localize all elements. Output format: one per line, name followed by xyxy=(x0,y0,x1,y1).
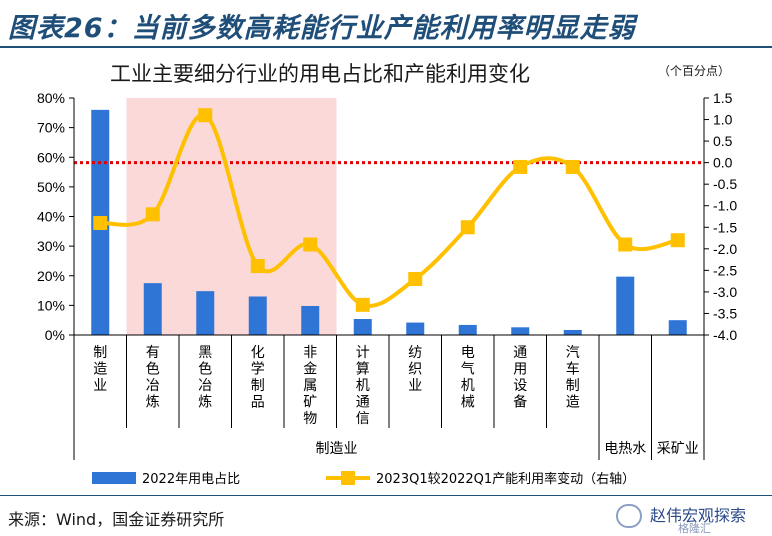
bar xyxy=(616,276,635,335)
bar xyxy=(406,322,425,335)
right-tick-label: -2.5 xyxy=(713,262,737,278)
line-marker xyxy=(250,259,265,274)
category-label: 汽车制造 xyxy=(566,345,580,411)
group-label-utilities: 电热水 xyxy=(604,441,646,457)
title-rule xyxy=(0,46,772,48)
bar xyxy=(511,327,530,335)
right-tick-label: -2.0 xyxy=(713,241,737,257)
line-marker xyxy=(565,159,580,174)
bar xyxy=(301,305,320,335)
right-tick-label: 0.0 xyxy=(713,155,733,171)
unit-note: （个百分点） xyxy=(658,64,731,78)
left-tick-label: 30% xyxy=(37,238,65,254)
bar xyxy=(196,291,215,335)
category-label: 计算机通信 xyxy=(356,345,370,427)
line-marker xyxy=(355,297,370,312)
line-marker xyxy=(145,207,160,222)
category-label: 通用设备 xyxy=(513,345,527,411)
line-marker xyxy=(618,237,633,252)
wechat-logo-icon xyxy=(616,504,642,528)
watermark-text: 赵伟宏观探索 xyxy=(650,506,747,525)
line-marker xyxy=(93,215,108,230)
chart-title: 工业主要细分行业的用电占比和产能利用变化 xyxy=(110,62,530,86)
bar xyxy=(248,296,267,335)
legend-line-marker xyxy=(341,471,355,485)
legend-bar-label: 2022年用电占比 xyxy=(142,472,240,487)
source-note: 来源：Wind，国金证券研究所 xyxy=(8,510,225,529)
figure-title: 图表26：当前多数高耗能行业产能利用率明显走弱 xyxy=(8,13,636,44)
bar xyxy=(353,319,372,335)
left-tick-label: 50% xyxy=(37,179,65,195)
left-tick-label: 60% xyxy=(37,149,65,165)
bar xyxy=(458,324,477,335)
right-tick-label: -0.5 xyxy=(713,176,737,192)
category-label: 黑色冶炼 xyxy=(198,345,212,411)
right-tick-label: -4.0 xyxy=(713,327,737,343)
category-label: 纺织业 xyxy=(408,345,422,394)
watermark: 赵伟宏观探索 格隆汇 xyxy=(612,500,768,535)
legend-bar-swatch xyxy=(92,472,136,484)
footer-rule xyxy=(0,495,772,496)
left-tick-label: 0% xyxy=(45,327,65,343)
left-tick-label: 10% xyxy=(37,297,65,313)
line-marker xyxy=(408,271,423,286)
bar xyxy=(668,320,687,335)
right-tick-label: -1.5 xyxy=(713,219,737,235)
left-tick-label: 40% xyxy=(37,209,65,225)
category-label: 制造业 xyxy=(93,345,107,394)
group-label-manufacturing: 制造业 xyxy=(316,441,358,457)
left-tick-label: 20% xyxy=(37,268,65,284)
combo-chart: 0% 10% 20% 30% 40% 50% 60% 70% 80% -4.0 -3.5 -3.0 -2… xyxy=(37,90,737,487)
right-tick-label: 1.5 xyxy=(713,90,733,106)
bar xyxy=(143,283,162,335)
left-tick-label: 80% xyxy=(37,90,65,106)
category-label: 化学制品 xyxy=(251,345,265,411)
category-label: 非金属矿物 xyxy=(303,345,317,427)
line-marker xyxy=(460,220,475,235)
category-label: 有色冶炼 xyxy=(146,345,160,411)
line-marker xyxy=(513,159,528,174)
legend-line-label: 2023Q1较2022Q1产能利用率变动（右轴） xyxy=(376,471,635,487)
left-tick-label: 70% xyxy=(37,120,65,136)
right-tick-label: -3.5 xyxy=(713,305,737,321)
line-marker xyxy=(198,108,213,123)
category-label: 电气机械 xyxy=(461,345,475,411)
right-tick-label: 1.0 xyxy=(713,112,733,128)
bar xyxy=(563,329,582,335)
right-tick-label: 0.5 xyxy=(713,133,733,149)
group-label-mining: 采矿业 xyxy=(657,441,699,457)
right-tick-label: -1.0 xyxy=(713,198,737,214)
watermark-sub: 格隆汇 xyxy=(678,522,711,535)
line-marker xyxy=(670,233,685,248)
line-marker xyxy=(303,237,318,252)
right-tick-label: -3.0 xyxy=(713,284,737,300)
